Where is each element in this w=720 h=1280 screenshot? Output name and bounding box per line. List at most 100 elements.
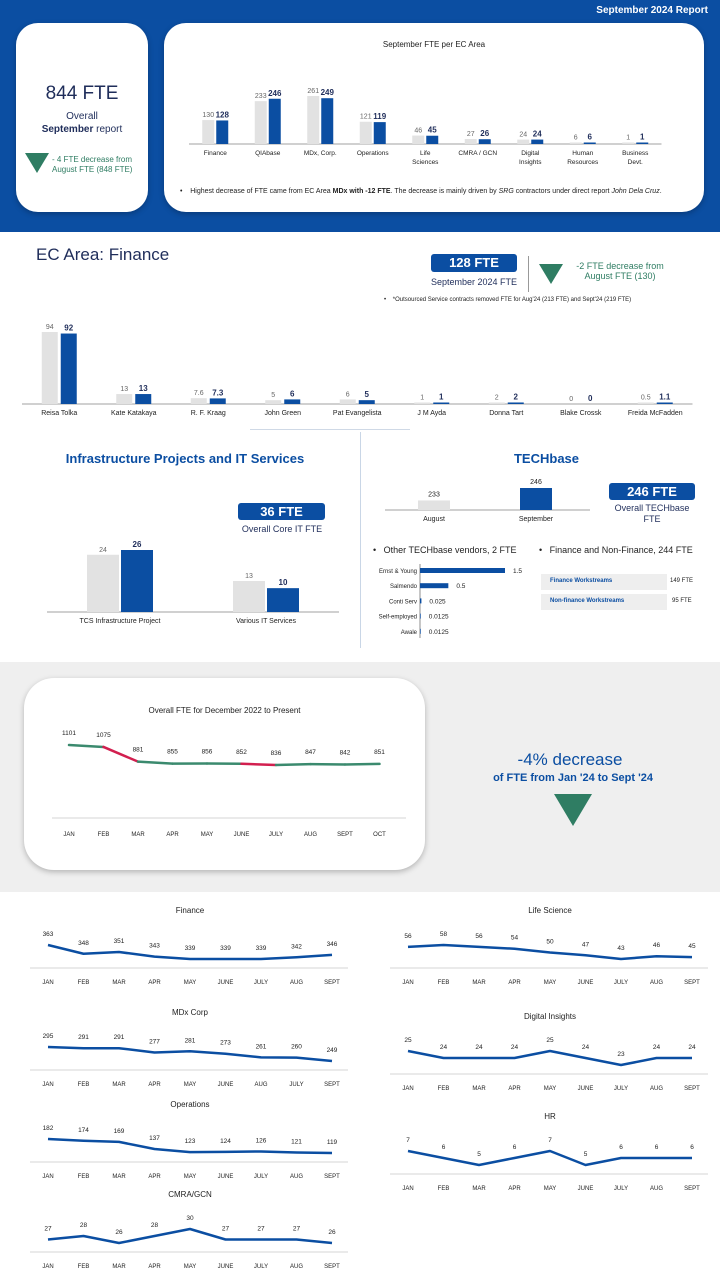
mini-chart-month-label: AUG <box>290 1174 303 1180</box>
note-italic-2: John Dela Cruz <box>611 188 660 195</box>
trend-month-label: MAY <box>201 832 214 838</box>
finance-bar-sep <box>60 333 77 404</box>
infra-category-label: Various IT Services <box>236 618 297 625</box>
fin-row-finance <box>541 574 667 590</box>
ec-area-category-label: MDx, Corp. <box>304 150 337 157</box>
finance-chart: 94 92 Reisa Tolka 13 13 Kate Katakaya 7.6 7.3 R.… <box>22 324 693 417</box>
finance-bar-aug <box>265 400 282 404</box>
ec-area-bar-aug <box>517 139 530 144</box>
mini-chart-value-label: 56 <box>475 933 483 940</box>
finance-decrease: -2 FTE decrease from August FTE (130) <box>576 261 664 281</box>
ec-area-label-sep: 119 <box>373 112 386 121</box>
finance-divider <box>528 256 529 292</box>
mini-chart-svg: 363 JAN 348 FEB 351 MAR 343 APR 339 MAY 339 JUNE 339… <box>30 931 348 986</box>
techbase-month-label: August <box>423 516 445 523</box>
mini-chart-month-label: MAY <box>184 1264 197 1270</box>
mini-chart-month-label: SEPT <box>684 1086 700 1092</box>
mini-chart-month-label: JULY <box>614 980 628 986</box>
mini-chart-value-label: 174 <box>78 1127 89 1134</box>
mini-chart-title: Digital Insights <box>523 1012 577 1021</box>
mini-chart-value-label: 28 <box>151 1222 159 1229</box>
techbase-chart: 233 August 246 September <box>385 479 590 523</box>
trend-month-label: FEB <box>98 832 110 838</box>
fin-row-nonfinance-label: Non-finance Workstreams <box>550 598 625 604</box>
vendor-bar <box>420 598 422 604</box>
ec-area-label-aug: 130 <box>202 112 214 119</box>
ec-area-category-label: Life <box>420 150 431 157</box>
summary-month: September <box>41 124 94 135</box>
mini-chart-value-label: 45 <box>688 943 696 950</box>
infra-title: Infrastructure Projects and IT Services <box>65 451 305 466</box>
mini-chart-finance: Finance 363 JAN 348 FEB 351 MAR 343 APR 339 MAY 339… <box>30 906 350 988</box>
trend-month-label: JUNE <box>234 832 250 838</box>
mini-chart-value-label: 124 <box>220 1138 231 1145</box>
mini-chart-value-label: 295 <box>43 1033 54 1040</box>
finance-bar-sep <box>135 394 152 404</box>
mini-chart-title: Finance <box>175 906 205 915</box>
finance-label-aug: 94 <box>46 324 54 331</box>
infra-bar-sep <box>121 550 153 612</box>
mini-chart-value-label: 6 <box>619 1144 623 1151</box>
mini-chart-month-label: JULY <box>289 1082 303 1088</box>
trend-value-label: 1075 <box>96 732 111 739</box>
finance-label-sep: 6 <box>290 389 295 398</box>
mini-chart-month-label: FEB <box>78 1082 90 1088</box>
mini-chart-value-label: 24 <box>475 1044 483 1051</box>
mini-chart-month-label: MAR <box>112 1174 126 1180</box>
ec-area-bar-aug <box>307 96 320 144</box>
mini-chart-value-label: 27 <box>257 1226 265 1233</box>
finance-label-aug: 2 <box>495 394 499 401</box>
mini-chart-value-label: 54 <box>511 935 519 942</box>
finance-category-label: Blake Crossk <box>560 410 602 417</box>
finance-bar-aug <box>41 332 58 404</box>
mini-chart-value-label: 30 <box>186 1215 194 1222</box>
ec-area-label-sep: 246 <box>268 89 282 98</box>
mini-chart-month-label: JUNE <box>218 1174 234 1180</box>
infra-label-sep: 26 <box>133 540 142 549</box>
finance-label-aug: 6 <box>346 391 350 398</box>
ec-area-category-label: Business <box>622 150 649 157</box>
mini-chart-month-label: AUG <box>650 1186 663 1192</box>
ec-area-bar-sep <box>216 120 229 144</box>
mini-chart-line <box>407 1149 692 1167</box>
trend-month-label: AUG <box>304 832 317 838</box>
vendor-value: 0.0125 <box>429 614 449 621</box>
ec-area-label-sep: 128 <box>216 110 230 119</box>
finance-bar-aug <box>488 402 505 404</box>
techbase-bar <box>520 488 552 510</box>
mini-chart-month-label: MAR <box>112 1082 126 1088</box>
vendors-title-text: Other TECHbase vendors, 2 FTE <box>383 545 517 555</box>
ec-area-bar-sep <box>426 135 439 144</box>
mini-chart-value-label: 343 <box>149 943 160 950</box>
ec-area-label-aug: 121 <box>360 114 372 121</box>
mini-chart-value-label: 23 <box>617 1051 625 1058</box>
finance-fte-pill: 128 FTE <box>431 254 517 272</box>
finance-label-sep: 13 <box>139 384 148 393</box>
ec-area-bar-aug <box>569 142 582 144</box>
mini-chart-svg: 56 JAN 58 FEB 56 MAR 54 APR 50 MAY 47 JUNE 43 JULY 46 A… <box>390 931 708 986</box>
mini-chart-mdx-corp: MDx Corp 295 JAN 291 FEB 291 MAR 277 APR 281 MAY 27… <box>30 1008 350 1090</box>
mini-chart-title: CMRA/GCN <box>168 1190 212 1199</box>
mini-chart-value-label: 291 <box>78 1034 89 1041</box>
mini-chart-month-label: FEB <box>438 1186 450 1192</box>
trend-value-label: 881 <box>133 747 144 754</box>
mini-chart-value-label: 137 <box>149 1135 160 1142</box>
mini-chart-month-label: JUNE <box>578 1086 594 1092</box>
finance-note: • *Outsourced Service contracts removed … <box>384 297 632 303</box>
mini-chart-value-label: 6 <box>655 1144 659 1151</box>
mini-chart-value-label: 27 <box>44 1226 52 1233</box>
techbase-title: TECHbase <box>513 451 580 466</box>
mini-chart-line <box>407 943 693 961</box>
techbase-bar <box>418 500 450 510</box>
ec-area-bar-sep <box>636 142 649 144</box>
vendors-chart: Ernst & Young 1.5 Salmendo 0.5 Conti Serv 0.0… <box>379 564 522 638</box>
mini-chart-month-label: SEPT <box>324 1082 340 1088</box>
fin-row-nonfinance-value: 95 FTE <box>672 598 692 604</box>
mini-chart-digital-insights: Digital Insights 25 JAN 24 FEB 24 MAR 24 APR 25 MA… <box>390 1012 710 1094</box>
finance-category-label: Donna Tart <box>489 410 523 417</box>
finance-category-label: Pat Evangelista <box>333 410 382 417</box>
mini-chart-value-label: 56 <box>404 933 412 940</box>
infra-fte-pill: 36 FTE <box>238 503 325 520</box>
note-mid: contractors under direct report <box>513 188 612 195</box>
